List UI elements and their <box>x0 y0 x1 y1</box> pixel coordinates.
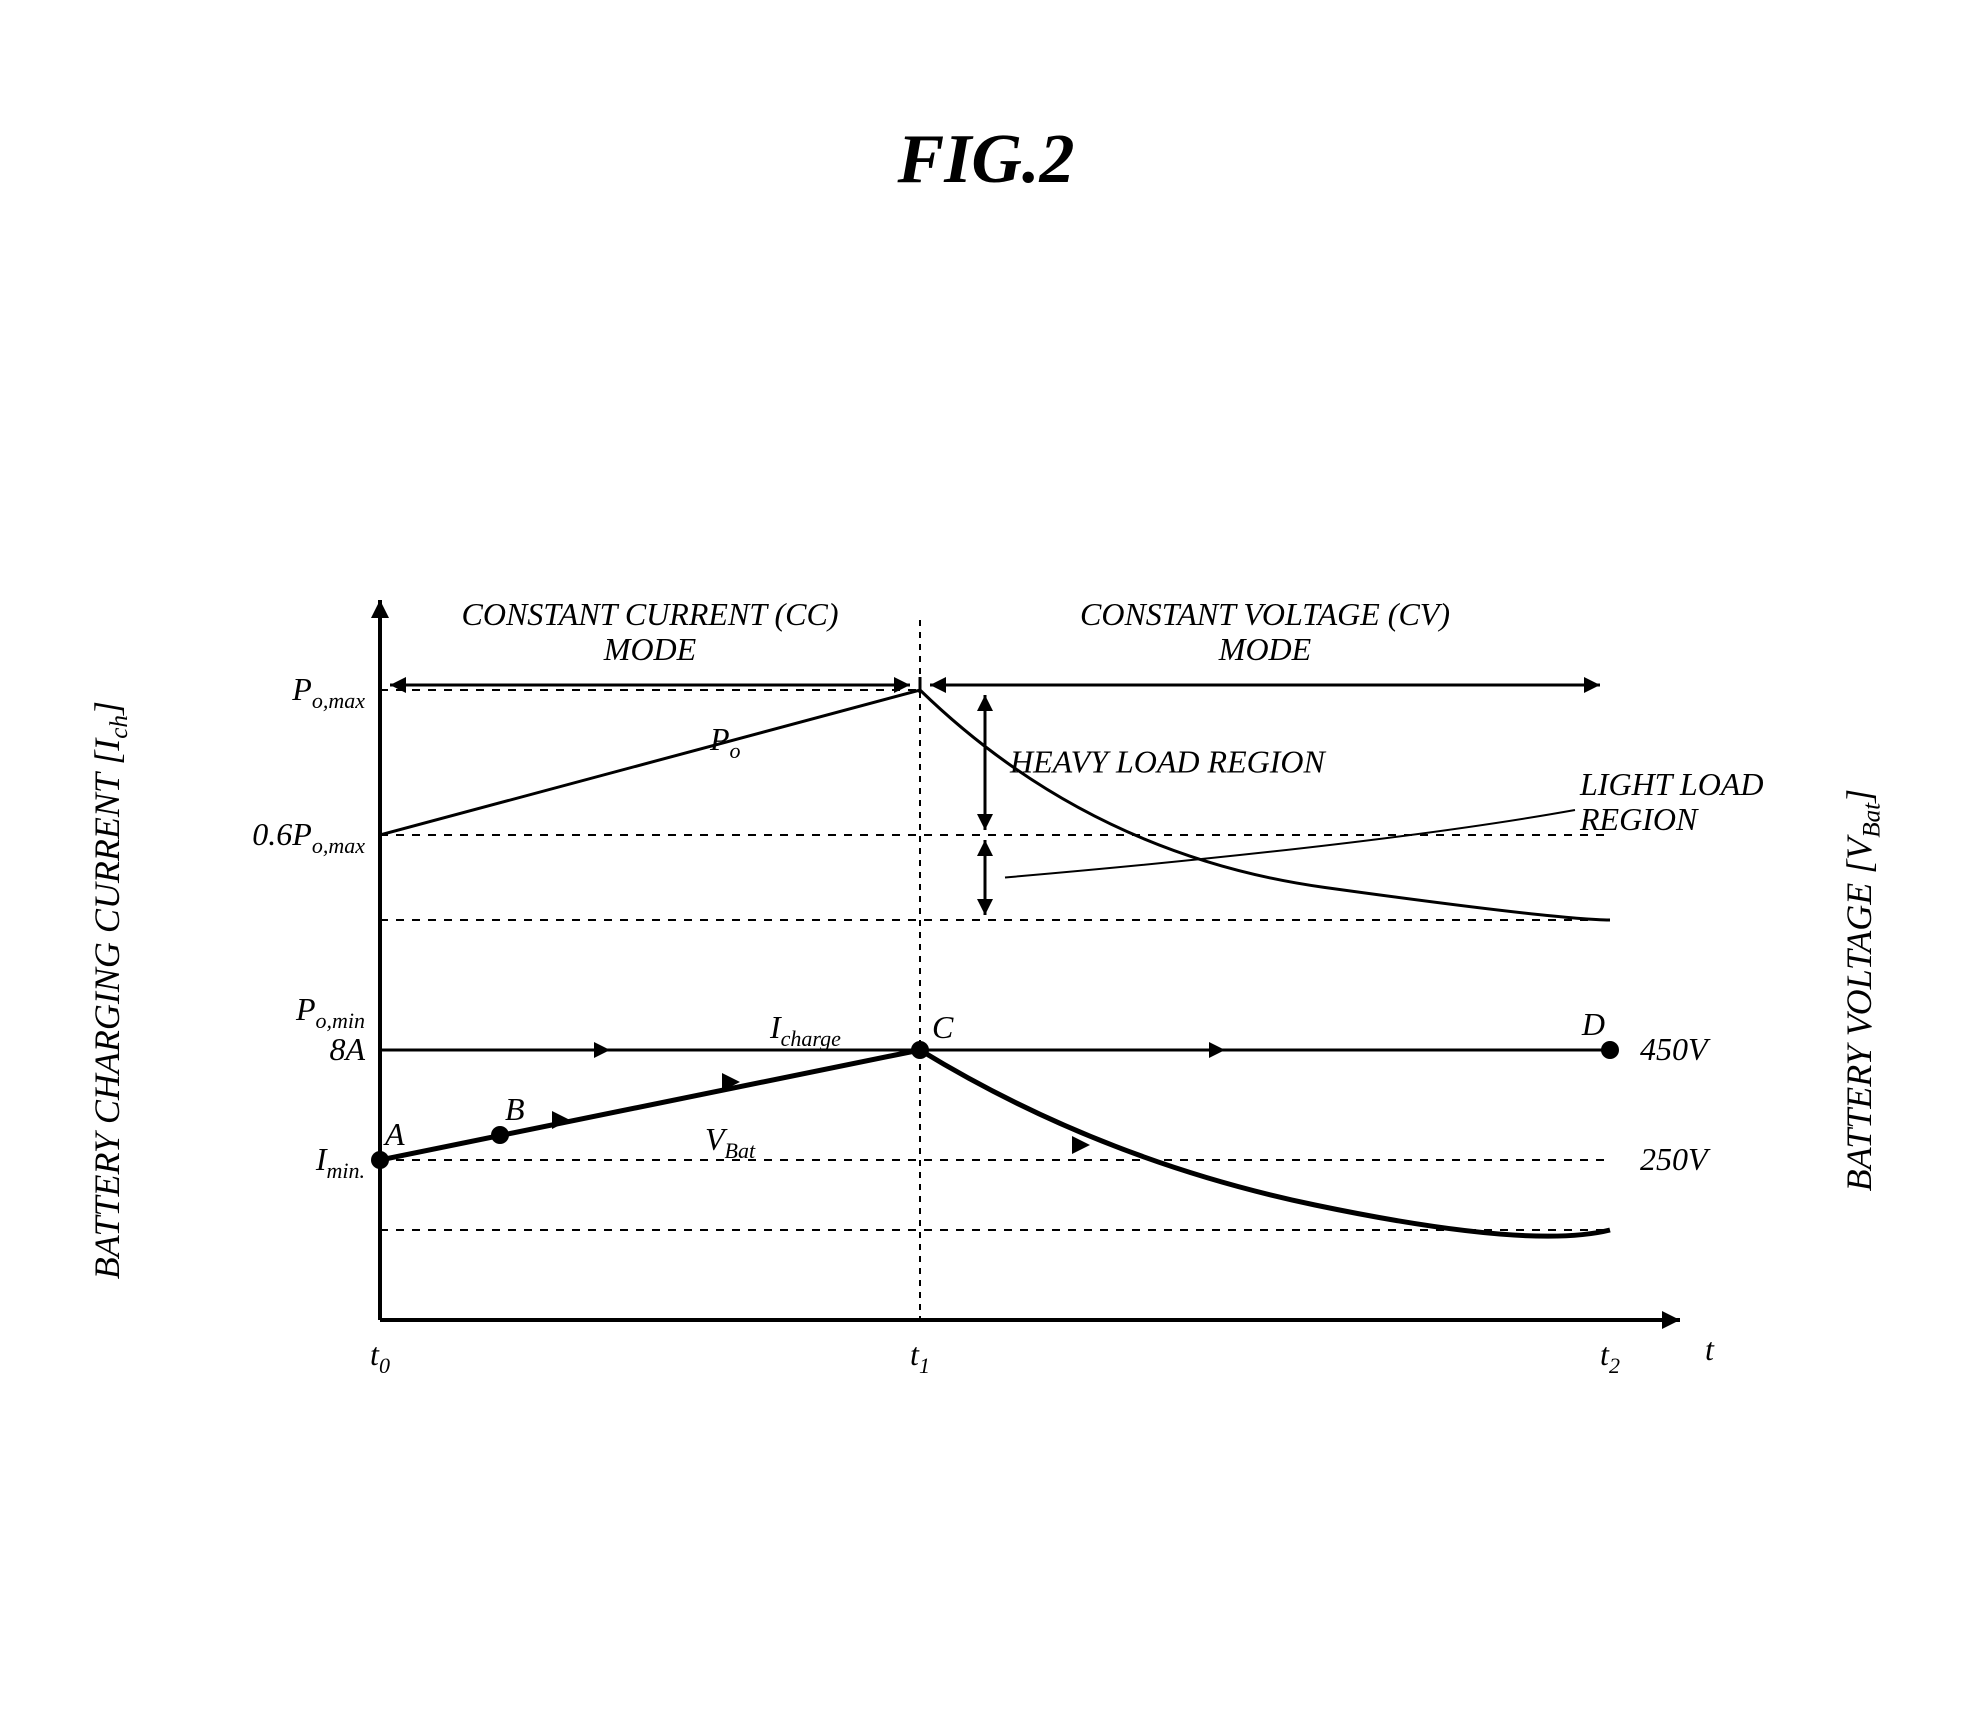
left-axis-tail: ] <box>87 701 127 715</box>
left-axis-label: BATTERY CHARGING CURRENT [Ich] <box>80 580 140 1400</box>
chart-container: BATTERY CHARGING CURRENT [Ich] BATTERY V… <box>80 580 1892 1400</box>
chart-svg: tt0t1t2CONSTANT CURRENT (CC)MODECONSTANT… <box>80 580 1892 1400</box>
svg-text:Po,max: Po,max <box>291 671 365 713</box>
svg-text:t0: t0 <box>370 1336 390 1378</box>
svg-text:t2: t2 <box>1600 1336 1620 1378</box>
svg-text:CONSTANT CURRENT (CC): CONSTANT CURRENT (CC) <box>462 596 839 632</box>
right-axis-text: BATTERY VOLTAGE [V <box>1839 838 1879 1192</box>
svg-text:C: C <box>932 1009 954 1045</box>
svg-text:MODE: MODE <box>1218 631 1312 667</box>
svg-text:Po,min: Po,min <box>295 991 365 1033</box>
svg-text:250V: 250V <box>1640 1141 1711 1177</box>
svg-text:CONSTANT VOLTAGE (CV): CONSTANT VOLTAGE (CV) <box>1080 596 1450 632</box>
svg-text:Imin.: Imin. <box>315 1141 365 1183</box>
svg-text:t1: t1 <box>910 1336 930 1378</box>
svg-text:HEAVY LOAD REGION: HEAVY LOAD REGION <box>1009 744 1326 780</box>
right-axis-sub: Bat <box>1858 803 1885 838</box>
svg-text:Icharge: Icharge <box>769 1009 841 1051</box>
svg-text:MODE: MODE <box>603 631 697 667</box>
svg-text:Po: Po <box>709 721 741 763</box>
svg-text:t: t <box>1705 1331 1715 1367</box>
left-axis-sub: ch <box>106 715 133 739</box>
svg-text:D: D <box>1581 1006 1605 1042</box>
svg-text:VBat: VBat <box>705 1121 756 1163</box>
svg-text:B: B <box>505 1091 525 1127</box>
right-axis-label: BATTERY VOLTAGE [VBat] <box>1832 580 1892 1400</box>
svg-text:A: A <box>383 1116 405 1152</box>
svg-text:0.6Po,max: 0.6Po,max <box>252 816 365 858</box>
svg-text:450V: 450V <box>1640 1031 1711 1067</box>
left-axis-text: BATTERY CHARGING CURRENT [I <box>87 739 127 1279</box>
svg-text:REGION: REGION <box>1579 801 1699 837</box>
right-axis-tail: ] <box>1839 789 1879 803</box>
figure-title: FIG.2 <box>0 120 1972 200</box>
svg-text:8A: 8A <box>329 1031 365 1067</box>
svg-text:LIGHT LOAD: LIGHT LOAD <box>1579 766 1763 802</box>
